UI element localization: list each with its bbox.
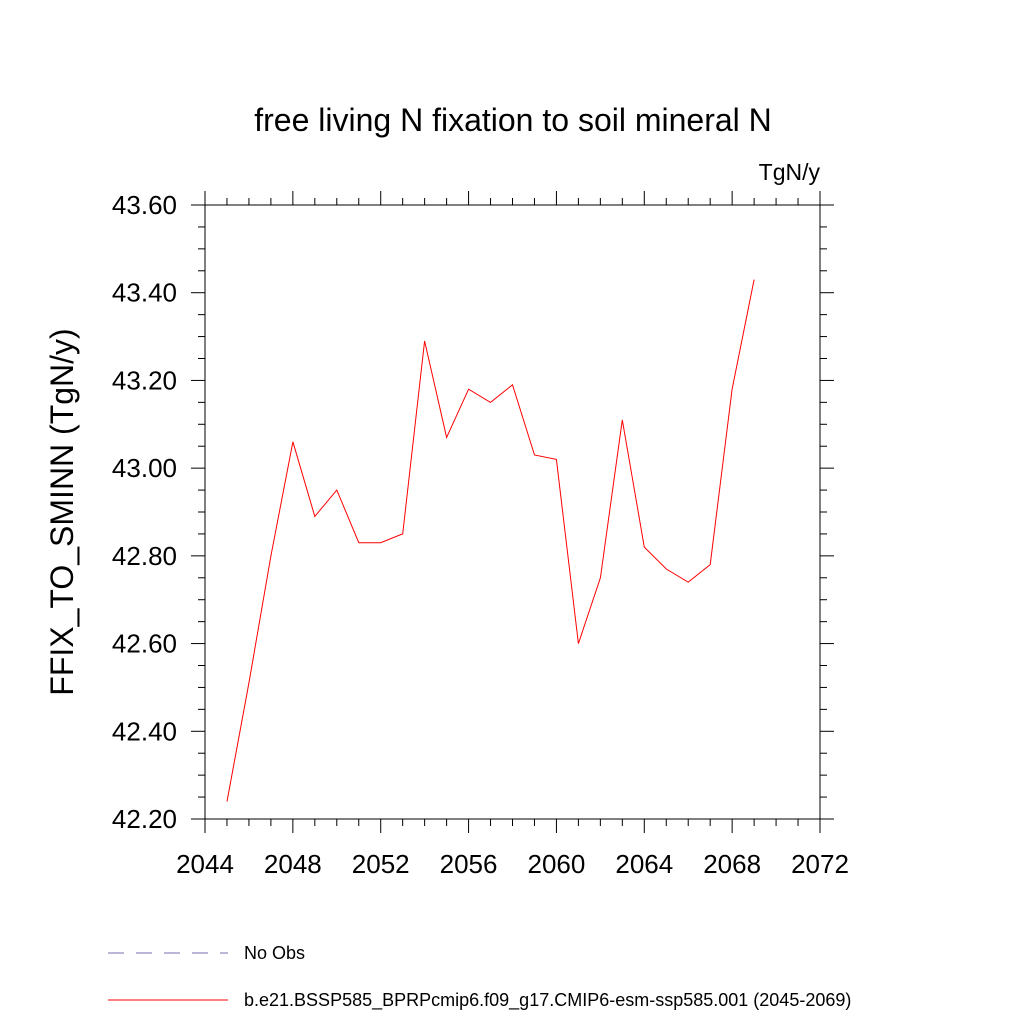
y-tick-label: 43.60 — [112, 190, 177, 220]
y-tick-label: 43.00 — [112, 453, 177, 483]
y-axis: 42.20 42.40 42.60 42.80 43.00 43.20 43.40 43.60 — [112, 190, 834, 834]
x-tick-label: 2064 — [615, 849, 673, 879]
y-tick-label: 42.40 — [112, 716, 177, 746]
series-layer — [226, 279, 755, 802]
x-tick-label: 2048 — [264, 849, 322, 879]
y-tick-label: 42.20 — [112, 804, 177, 834]
plot-frame — [204, 204, 821, 820]
units-label: TgN/y — [759, 159, 821, 185]
y-tick-label: 42.60 — [112, 629, 177, 659]
x-axis: 2044 2048 2052 2056 2060 2064 2068 2072 — [176, 191, 849, 879]
legend-label-series: b.e21.BSSP585_BPRPcmip6.f09_g17.CMIP6-es… — [244, 990, 851, 1011]
x-tick-label: 2072 — [791, 849, 849, 879]
series-line-0 — [226, 279, 755, 802]
chart-title: free living N fixation to soil mineral N — [254, 102, 772, 138]
legend-label-no-obs: No Obs — [244, 943, 305, 963]
y-tick-label: 42.80 — [112, 541, 177, 571]
x-tick-label: 2060 — [528, 849, 586, 879]
y-tick-label: 43.20 — [112, 365, 177, 395]
y-axis-label: FFIX_TO_SMINN (TgN/y) — [44, 328, 80, 695]
x-tick-label: 2068 — [703, 849, 761, 879]
minor-ticks — [198, 198, 827, 826]
y-tick-label: 43.40 — [112, 278, 177, 308]
legend: No Obs b.e21.BSSP585_BPRPcmip6.f09_g17.C… — [108, 943, 851, 1011]
x-tick-label: 2044 — [176, 849, 234, 879]
x-tick-label: 2052 — [352, 849, 410, 879]
x-tick-label: 2056 — [440, 849, 498, 879]
